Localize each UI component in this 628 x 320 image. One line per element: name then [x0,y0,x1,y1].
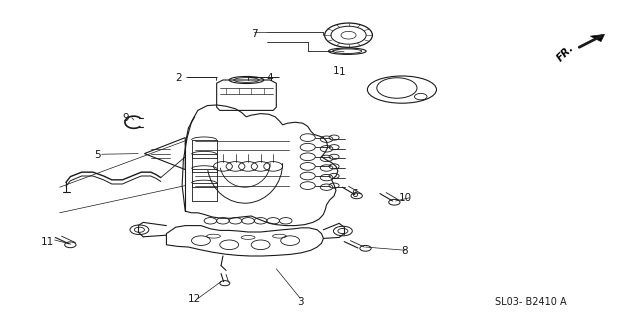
Text: 1: 1 [333,66,340,76]
Text: SL03- B2410 A: SL03- B2410 A [495,297,566,308]
Text: 3: 3 [297,297,303,308]
Text: 6: 6 [352,188,358,199]
Text: 9: 9 [122,113,129,124]
Text: 2: 2 [176,73,182,84]
Polygon shape [590,34,605,42]
Text: 11: 11 [40,236,54,247]
Text: 10: 10 [399,193,411,204]
Text: 12: 12 [188,294,202,304]
Text: 1: 1 [339,67,345,77]
Text: 8: 8 [402,246,408,256]
Text: 7: 7 [251,28,257,39]
Text: 5: 5 [94,150,100,160]
Text: 4: 4 [267,73,273,84]
Text: FR.: FR. [555,43,576,63]
